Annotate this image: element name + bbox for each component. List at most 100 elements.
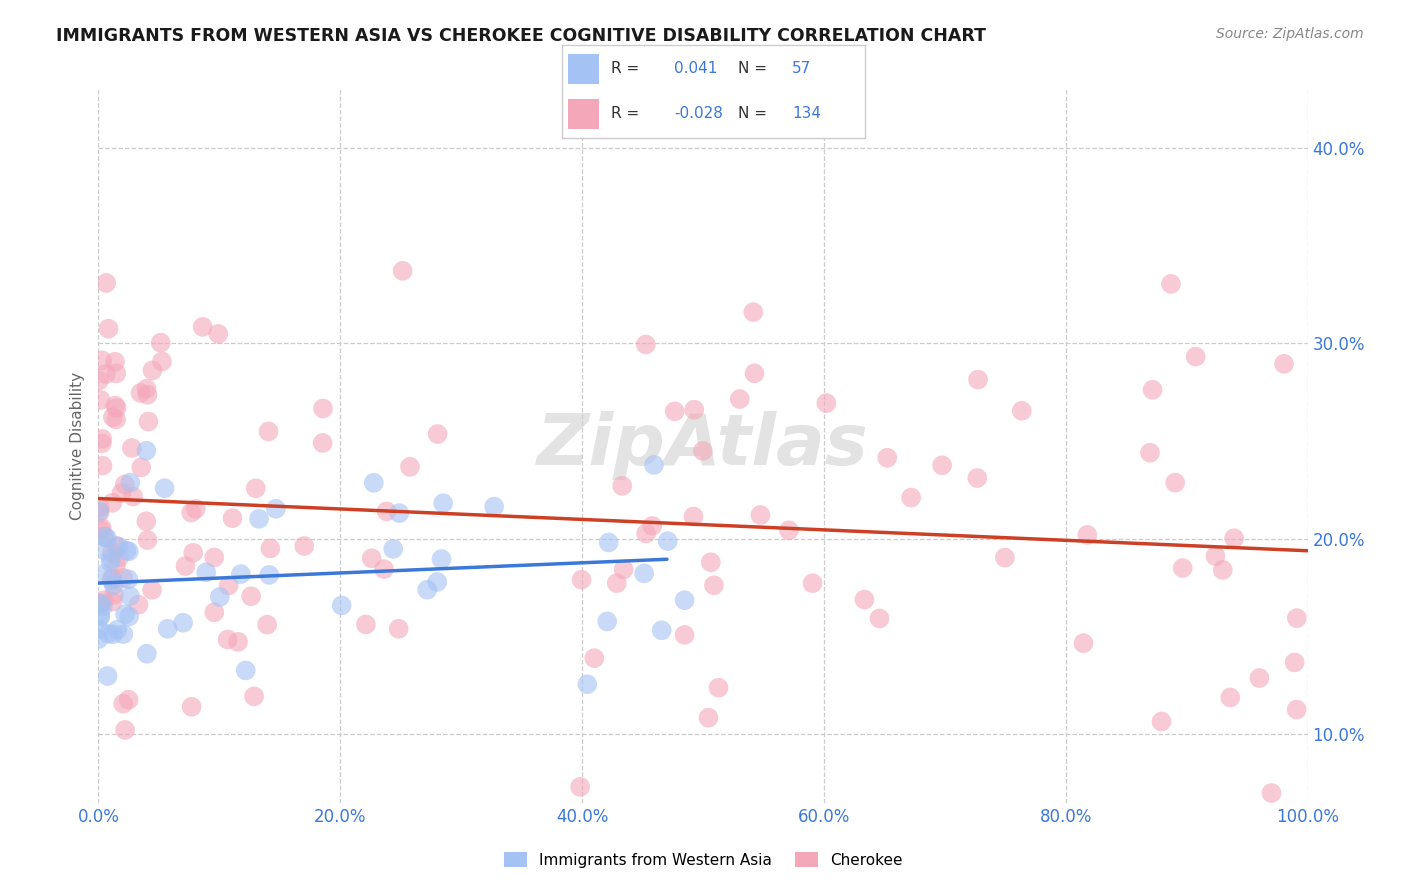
Point: [202, 550, 225, 565]
Point: [93, 593, 115, 607]
Point: [256, 617, 278, 632]
Point: [181, 546, 204, 560]
Point: [1011, 403, 1033, 417]
Point: [91, 353, 114, 368]
Point: [391, 264, 413, 278]
Point: [778, 524, 800, 538]
Point: [129, 386, 152, 401]
Point: [96, 276, 118, 290]
Point: [1076, 528, 1098, 542]
Point: [382, 541, 405, 556]
Point: [149, 335, 172, 350]
Point: [360, 551, 382, 566]
Point: [363, 475, 385, 490]
Point: [697, 711, 720, 725]
Point: [707, 681, 730, 695]
Point: [636, 526, 658, 541]
Point: [112, 571, 135, 585]
Text: IMMIGRANTS FROM WESTERN ASIA VS CHEROKEE COGNITIVE DISABILITY CORRELATION CHART: IMMIGRANTS FROM WESTERN ASIA VS CHEROKEE…: [56, 27, 986, 45]
Point: [138, 415, 160, 429]
Point: [91, 432, 114, 446]
Point: [312, 401, 335, 416]
Point: [121, 441, 143, 455]
Point: [815, 396, 838, 410]
Text: N =: N =: [738, 62, 766, 77]
Point: [87, 622, 110, 636]
Point: [114, 723, 136, 737]
Point: [141, 582, 163, 597]
Point: [105, 412, 128, 426]
Text: R =: R =: [610, 62, 638, 77]
Point: [571, 573, 593, 587]
Point: [120, 589, 142, 603]
Point: [330, 599, 353, 613]
Point: [90, 521, 112, 535]
Point: [426, 427, 449, 442]
Point: [292, 539, 315, 553]
Point: [749, 508, 772, 522]
Point: [195, 566, 218, 580]
Point: [136, 388, 159, 402]
Point: [606, 576, 628, 591]
Point: [117, 692, 139, 706]
Point: [114, 477, 136, 491]
Point: [247, 512, 270, 526]
Point: [100, 571, 122, 585]
Point: [853, 592, 876, 607]
Point: [742, 305, 765, 319]
Bar: [568, 54, 599, 84]
Point: [89, 610, 111, 624]
Text: 57: 57: [792, 62, 811, 77]
Text: 0.041: 0.041: [675, 62, 717, 77]
Point: [598, 535, 620, 549]
Point: [120, 475, 142, 490]
Point: [112, 697, 135, 711]
Point: [257, 425, 280, 439]
Point: [682, 509, 704, 524]
Point: [90, 598, 112, 612]
Point: [1284, 656, 1306, 670]
Point: [96, 669, 118, 683]
Point: [221, 511, 243, 525]
Point: [89, 500, 111, 515]
Point: [172, 615, 194, 630]
Point: [87, 632, 110, 646]
Point: [89, 596, 111, 610]
Point: [1285, 611, 1308, 625]
Point: [114, 607, 136, 622]
Point: [105, 623, 128, 637]
Point: [673, 593, 696, 607]
Point: [122, 490, 145, 504]
Point: [264, 501, 287, 516]
Point: [117, 572, 139, 586]
Point: [245, 481, 267, 495]
Text: 134: 134: [792, 106, 821, 121]
Point: [218, 578, 240, 592]
Point: [89, 597, 111, 611]
Point: [100, 551, 122, 566]
Point: [101, 595, 124, 609]
Point: [744, 367, 766, 381]
Point: [430, 552, 453, 566]
Point: [1073, 636, 1095, 650]
Point: [967, 373, 990, 387]
Point: [107, 540, 129, 554]
Bar: [568, 99, 599, 129]
Point: [869, 611, 891, 625]
Point: [101, 574, 124, 588]
Point: [596, 615, 619, 629]
Point: [226, 635, 249, 649]
Point: [105, 367, 128, 381]
Text: Source: ZipAtlas.com: Source: ZipAtlas.com: [1216, 27, 1364, 41]
Point: [104, 399, 127, 413]
Point: [634, 337, 657, 351]
Point: [90, 436, 112, 450]
Point: [966, 471, 988, 485]
Point: [728, 392, 751, 406]
Point: [141, 363, 163, 377]
Point: [129, 460, 152, 475]
Point: [633, 566, 655, 581]
Text: -0.028: -0.028: [675, 106, 723, 121]
Point: [482, 500, 505, 514]
Point: [202, 605, 225, 619]
